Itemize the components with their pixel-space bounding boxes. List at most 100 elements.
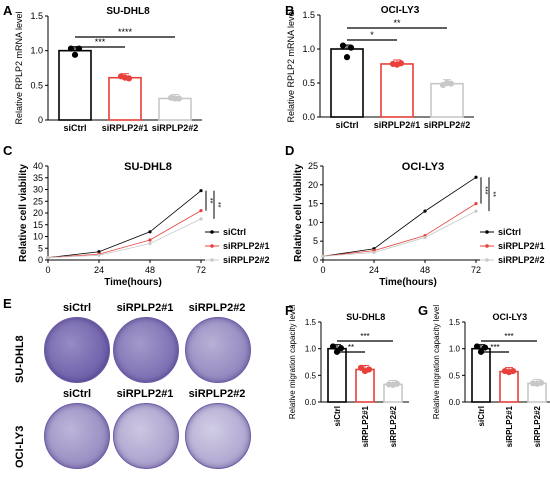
significance-label: **	[489, 191, 496, 197]
y-axis-label: Relative cell viability	[18, 164, 29, 262]
legend-label: siRPLP2#1	[223, 241, 270, 251]
data-point	[473, 343, 481, 350]
significance-label: **	[214, 202, 221, 208]
y-tick-label: 0.5	[449, 371, 461, 380]
significance-label: ***	[95, 37, 106, 47]
y-axis-label: Relative migration capacity level	[288, 305, 297, 419]
well-col-label: siRPLP2#1	[116, 302, 174, 314]
panel-letter-f: F	[285, 303, 293, 318]
panel-g-bar-chart: 0.0 0.5 1.0 1.5 OCI-LY3 Relative migration ca…	[432, 305, 550, 447]
x-tick-label: siRPLP2#2	[533, 405, 542, 447]
well-col-label: siCtrl	[62, 302, 92, 314]
y-tick-label: 1.5	[449, 318, 461, 327]
significance-label: **	[348, 343, 354, 352]
x-tick-label: siRPLP2#1	[374, 120, 421, 130]
significance-label: ***	[360, 332, 369, 341]
y-tick-label: 0.0	[449, 398, 461, 407]
panel-b-bar-chart: 0.0 0.5 1.0 1.5 OCI-LY3 Relative RPLP2 mRNA l…	[286, 5, 474, 130]
data-point	[393, 380, 401, 387]
y-tick-label: 1.0	[305, 345, 317, 354]
x-tick-label: siRPLP2#2	[389, 405, 398, 447]
chart-title: OCI-LY3	[381, 5, 420, 16]
x-tick-label: 48	[420, 265, 430, 275]
bar	[158, 97, 192, 121]
panel-letter-d: D	[285, 143, 295, 158]
x-axis-label: Time(hours)	[104, 277, 162, 288]
series-point	[423, 235, 427, 240]
series-point	[474, 209, 478, 213]
x-tick-label: siRPLP2#1	[361, 405, 370, 447]
well-row-label: SU-DHL8	[14, 335, 26, 383]
chart-title: SU-DHL8	[346, 312, 385, 322]
significance-label: **	[393, 18, 401, 28]
panel-letter-c: C	[3, 143, 13, 158]
y-tick-label: 1.0	[302, 44, 315, 54]
series-point	[199, 209, 203, 213]
legend-marker	[485, 258, 489, 262]
y-tick-label: 0.0	[305, 398, 317, 407]
chart-title: OCI-LY3	[492, 312, 527, 322]
y-tick-label: 5	[38, 243, 43, 253]
x-tick-label: 0	[320, 265, 325, 275]
migration-well-image	[185, 403, 251, 469]
migration-well-image	[44, 317, 110, 383]
y-tick-label: 0.5	[30, 80, 43, 90]
data-point	[397, 60, 405, 67]
x-tick-label: 72	[196, 265, 206, 275]
bar	[499, 370, 519, 403]
legend-marker	[210, 244, 214, 248]
y-tick-label: 15	[33, 220, 43, 230]
chart-title: OCI-LY3	[402, 161, 444, 173]
data-point	[329, 343, 337, 350]
y-tick-label: 25	[308, 161, 318, 171]
migration-well-image	[44, 403, 110, 469]
y-tick-label: 0.0	[302, 112, 315, 122]
legend-label: siCtrl	[223, 227, 246, 237]
data-point	[339, 42, 347, 49]
series-point	[474, 202, 478, 206]
data-point	[175, 95, 183, 102]
well-col-label: siRPLP2#2	[188, 302, 246, 314]
bar	[380, 63, 414, 118]
panel-a-bar-chart: 0 0.5 1.0 1.5 SU-DHL8 Relative RPLP2 mRNA lev…	[14, 6, 202, 133]
y-tick-label: 0	[38, 255, 43, 265]
bar	[58, 49, 92, 121]
y-axis-label: Relative cell viability	[293, 164, 304, 262]
series-point	[321, 254, 325, 258]
panel-letter-g: G	[418, 303, 429, 318]
series-point	[46, 256, 50, 260]
data-point	[447, 80, 455, 87]
series-point	[148, 241, 152, 246]
legend-label: siRPLP2#2	[498, 255, 545, 265]
series-line	[322, 203, 477, 257]
y-axis-label: Relative RPLP2 mRNA level	[14, 11, 24, 124]
y-tick-label: 5	[313, 236, 318, 246]
legend-label: siRPLP2#2	[223, 255, 270, 265]
legend-marker	[210, 258, 214, 262]
chart-title: SU-DHL8	[124, 161, 172, 173]
y-tick-label: 35	[33, 173, 43, 183]
series-line	[322, 210, 477, 257]
series-point	[423, 209, 427, 213]
migration-well-image	[113, 403, 179, 469]
y-tick-label: 0	[38, 115, 43, 125]
series-point	[474, 175, 478, 179]
bar	[108, 76, 142, 121]
series-line	[322, 176, 477, 257]
x-tick-label: siRPLP2#2	[152, 123, 199, 133]
y-tick-label: 30	[33, 185, 43, 195]
panel-letter-a: A	[3, 3, 13, 18]
x-tick-label: 72	[471, 265, 481, 275]
y-axis-label: Relative migration capacity level	[432, 305, 441, 419]
significance-label: ***	[490, 343, 499, 352]
y-axis-label: Relative RPLP2 mRNA level	[286, 9, 296, 122]
well-col-label: siCtrl	[62, 388, 92, 400]
bar	[471, 347, 491, 403]
data-point	[481, 344, 489, 351]
series-point	[148, 230, 152, 234]
y-tick-label: 20	[308, 180, 318, 190]
series-line	[47, 190, 202, 259]
migration-well-image	[113, 317, 179, 383]
data-point	[67, 45, 75, 52]
